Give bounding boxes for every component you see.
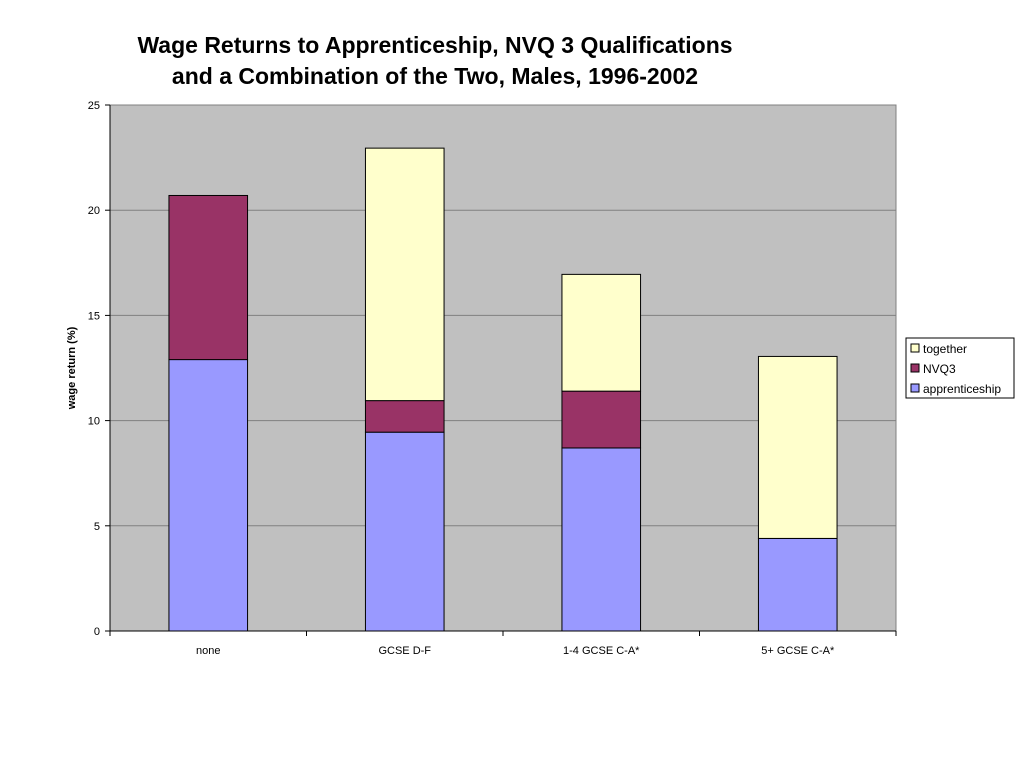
chart-title: Wage Returns to Apprenticeship, NVQ 3 Qu… bbox=[90, 30, 780, 92]
chart-title-line-1: Wage Returns to Apprenticeship, NVQ 3 Qu… bbox=[137, 32, 733, 58]
bar-nvq3-0 bbox=[168, 194, 249, 361]
chart-title-line-2: and a Combination of the Two, Males, 199… bbox=[171, 63, 699, 89]
y-axis: 0 5 10 15 20 25 bbox=[88, 100, 111, 638]
bar-apprenticeship-3 bbox=[757, 537, 838, 632]
bar-together-2 bbox=[561, 273, 642, 392]
legend-swatch-nvq3 bbox=[910, 363, 920, 373]
legend-box bbox=[905, 337, 1015, 399]
bar-apprenticeship-0 bbox=[168, 359, 249, 632]
x-tick-label-1: GCSE D-F bbox=[378, 645, 431, 657]
x-tick-label-3: 5+ GCSE C-A* bbox=[761, 645, 835, 657]
y-tick-label-5: 5 bbox=[94, 521, 100, 533]
x-axis: none GCSE D-F 1-4 GCSE C-A* 5+ GCSE C-A* bbox=[109, 630, 897, 657]
legend-label-together: together bbox=[923, 342, 967, 356]
bar-apprenticeship-2 bbox=[561, 447, 642, 632]
bars bbox=[168, 147, 838, 632]
bar-together-3 bbox=[757, 355, 838, 539]
x-tick-label-0: none bbox=[196, 645, 220, 657]
y-axis-label: wage return (%) bbox=[66, 326, 78, 410]
legend-label-nvq3: NVQ3 bbox=[923, 362, 956, 376]
y-tick-label-0: 0 bbox=[94, 626, 100, 638]
y-tick-label-10: 10 bbox=[88, 416, 100, 428]
bar-together-1 bbox=[364, 147, 445, 402]
x-tick-label-2: 1-4 GCSE C-A* bbox=[563, 645, 640, 657]
legend-swatch-apprenticeship bbox=[910, 383, 920, 393]
bar-nvq3-2 bbox=[561, 390, 642, 449]
y-tick-label-15: 15 bbox=[88, 310, 100, 322]
bar-apprenticeship-1 bbox=[364, 431, 445, 632]
legend-label-apprenticeship: apprenticeship bbox=[923, 382, 1001, 396]
y-tick-label-20: 20 bbox=[88, 205, 100, 217]
y-tick-label-25: 25 bbox=[88, 100, 100, 112]
legend: together NVQ3 apprenticeship bbox=[905, 337, 1015, 399]
bar-nvq3-1 bbox=[364, 400, 445, 433]
legend-swatch-together bbox=[910, 343, 920, 353]
